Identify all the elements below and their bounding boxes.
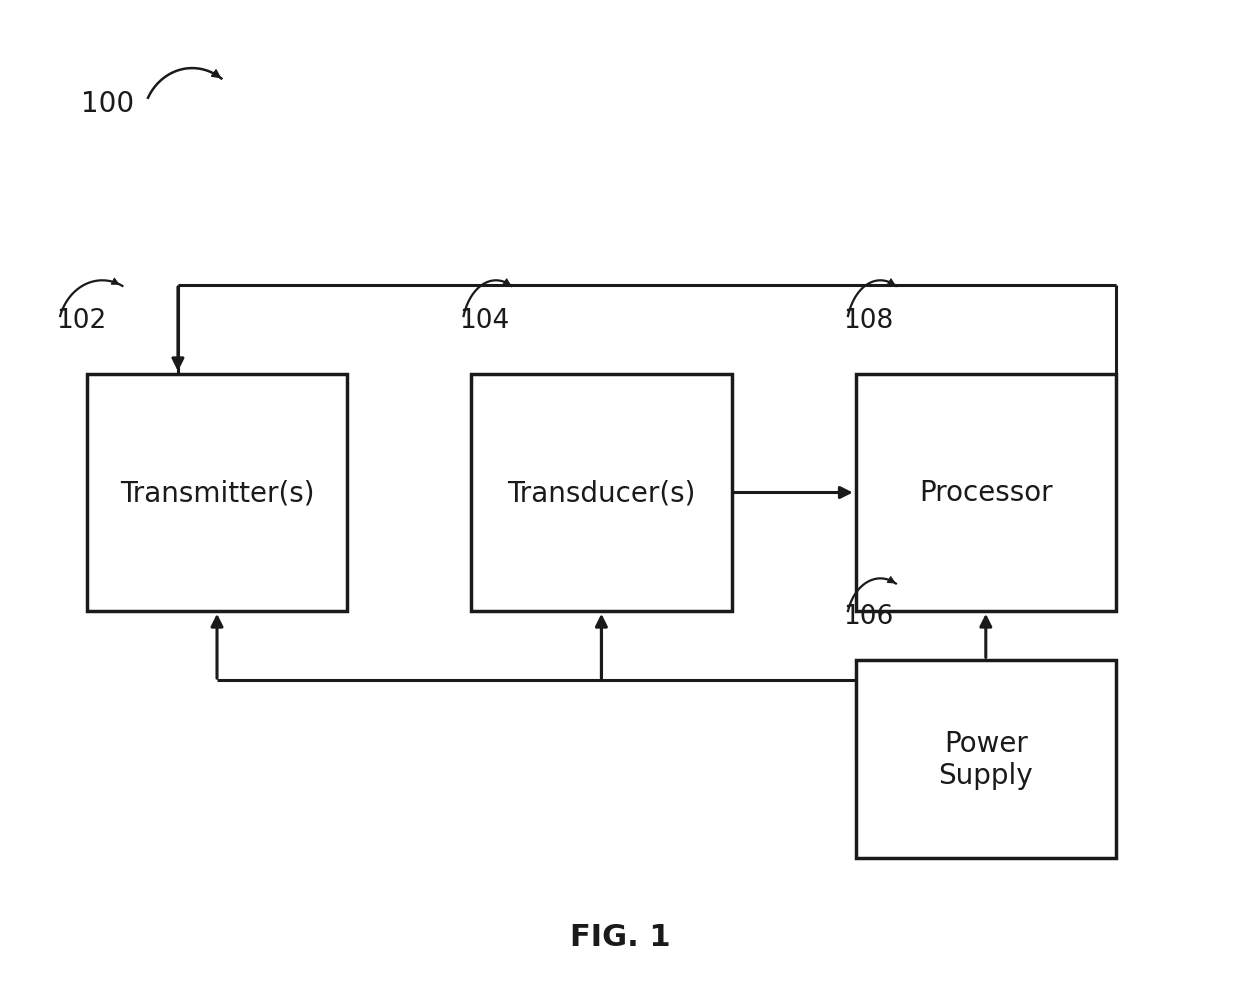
Text: Power
Supply: Power Supply bbox=[939, 729, 1033, 790]
FancyBboxPatch shape bbox=[87, 375, 347, 611]
Text: 102: 102 bbox=[56, 308, 107, 333]
Text: 108: 108 bbox=[843, 308, 894, 333]
Text: 106: 106 bbox=[843, 603, 894, 629]
Text: Transducer(s): Transducer(s) bbox=[507, 479, 696, 507]
Text: 104: 104 bbox=[459, 308, 510, 333]
Text: FIG. 1: FIG. 1 bbox=[569, 922, 671, 951]
FancyBboxPatch shape bbox=[856, 661, 1116, 858]
FancyBboxPatch shape bbox=[856, 375, 1116, 611]
FancyBboxPatch shape bbox=[471, 375, 732, 611]
Text: Transmitter(s): Transmitter(s) bbox=[120, 479, 314, 507]
Text: Processor: Processor bbox=[919, 479, 1053, 507]
Text: 100: 100 bbox=[81, 90, 134, 117]
